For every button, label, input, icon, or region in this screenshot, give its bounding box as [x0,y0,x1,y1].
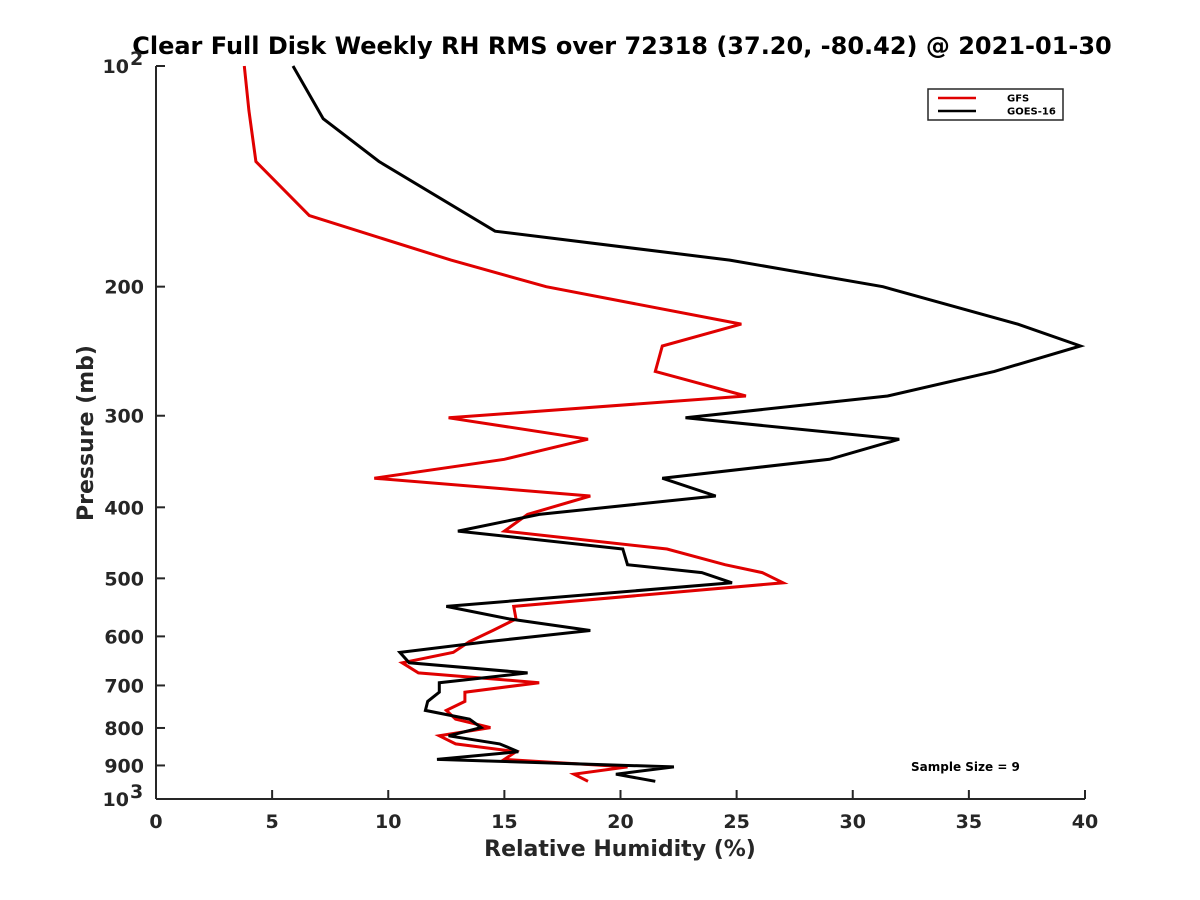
legend-label-gfs: GFS [1007,94,1029,105]
y-tick-base: 10 [103,789,129,811]
legend: GFS GOES-16 [927,88,1064,121]
y-axis-label: Pressure (mb) [74,345,99,521]
series-lines [242,65,1086,783]
plot-background [156,66,1085,799]
x-tick-label: 30 [840,811,866,833]
y-tick-label: 900 [104,755,144,777]
legend-box [927,88,1064,121]
y-tick-exponent: 3 [130,781,143,803]
x-tick-label: 20 [607,811,633,833]
x-tick-label: 25 [723,811,749,833]
y-tick-label: 200 [104,277,144,299]
y-tick-label: 300 [104,406,144,428]
series-line-goes16 [291,65,1086,783]
y-tick-label: 800 [104,718,144,740]
sample-size-annotation: Sample Size = 9 [911,760,1020,774]
x-tick-label: 0 [149,811,162,833]
x-axis-ticks: 0 5 10 15 20 25 30 35 40 [149,790,1098,833]
y-tick-label-power: 10 [103,789,129,811]
x-tick-label: 15 [491,811,517,833]
x-tick-label: 35 [956,811,982,833]
x-axis-label: Relative Humidity (%) [484,837,756,862]
x-tick-label: 40 [1072,811,1098,833]
legend-label-goes16: GOES-16 [1007,107,1056,118]
y-tick-base: 10 [103,56,129,78]
x-tick-label: 5 [266,811,279,833]
y-tick-label: 700 [104,675,144,697]
y-tick-label: 400 [104,497,144,519]
y-tick-label: 600 [104,626,144,648]
y-tick-exponent: 2 [130,48,143,70]
x-tick-label: 10 [375,811,401,833]
plot-area [155,66,1085,800]
chart-title: Clear Full Disk Weekly RH RMS over 72318… [132,32,1112,60]
y-tick-label: 500 [104,568,144,590]
y-tick-label-power: 10 [103,56,129,78]
